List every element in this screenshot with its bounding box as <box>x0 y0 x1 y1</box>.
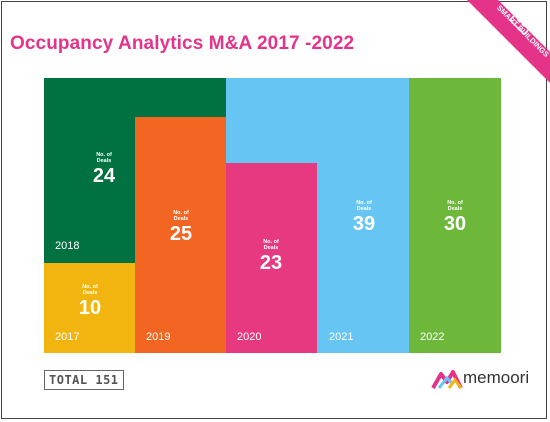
value-2022: 30 <box>443 213 467 235</box>
memoori-logo-icon <box>431 370 463 389</box>
year-2021: 2021 <box>329 331 354 343</box>
year-2020: 2020 <box>237 331 262 343</box>
treemap-chart: No. of Deals 24 No. of Deals 10 No. of Deal… <box>44 78 501 353</box>
caption-2022: No. of Deals <box>447 200 463 212</box>
label-2017: No. of Deals 10 <box>60 284 120 319</box>
caption-2017: No. of Deals <box>82 284 98 296</box>
caption-2019: No. of Deals <box>173 210 189 222</box>
year-2017: 2017 <box>55 331 80 343</box>
label-2020: No. of Deals 23 <box>241 239 301 274</box>
year-2018: 2018 <box>55 240 80 252</box>
year-2022: 2022 <box>420 331 445 343</box>
block-2017 <box>44 263 135 353</box>
smart-buildings-ribbon: SMART BUILDINGS <box>450 0 550 90</box>
label-2018: No. of Deals 24 <box>74 152 134 187</box>
year-2019: 2019 <box>146 331 171 343</box>
value-2019: 25 <box>169 223 193 245</box>
brand-name: memoori <box>463 368 530 387</box>
label-2022: No. of Deals 30 <box>425 200 485 235</box>
label-2021: No. of Deals 39 <box>334 200 394 235</box>
value-2021: 39 <box>352 213 376 235</box>
value-2018: 24 <box>92 165 116 187</box>
value-2017: 10 <box>78 297 102 319</box>
label-2019: No. of Deals 25 <box>151 210 211 245</box>
block-2019 <box>135 117 226 353</box>
caption-2018: No. of Deals <box>96 152 112 164</box>
block-2022 <box>409 78 501 353</box>
caption-2020: No. of Deals <box>263 239 279 251</box>
value-2020: 23 <box>259 252 283 274</box>
page-title: Occupancy Analytics M&A 2017 -2022 <box>10 33 355 54</box>
block-2020 <box>226 163 317 353</box>
caption-2021: No. of Deals <box>356 200 372 212</box>
total-badge: TOTAL 151 <box>44 370 124 390</box>
